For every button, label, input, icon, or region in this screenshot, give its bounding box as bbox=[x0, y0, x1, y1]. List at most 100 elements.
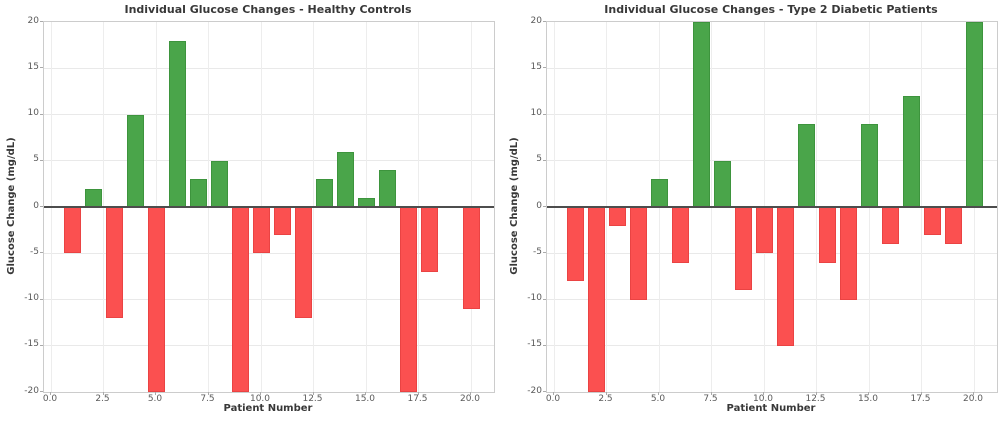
bar-patient-12 bbox=[797, 123, 815, 207]
y-tick-mark bbox=[543, 159, 546, 161]
x-tick-mark bbox=[763, 392, 764, 395]
bar-patient-17 bbox=[902, 96, 920, 207]
bar-patient-10 bbox=[755, 207, 773, 254]
bar-patient-9 bbox=[734, 207, 752, 291]
plot-area bbox=[43, 21, 495, 393]
x-tick-label: 10.0 bbox=[249, 394, 271, 404]
bar-patient-19 bbox=[944, 207, 962, 244]
y-tick-label: 5 bbox=[33, 154, 39, 165]
x-tick-mark bbox=[50, 392, 51, 395]
bar-patient-4 bbox=[126, 114, 144, 207]
y-gridline bbox=[44, 67, 494, 69]
x-tick-mark bbox=[417, 392, 419, 395]
x-tick-label: 2.5 bbox=[598, 394, 613, 404]
zero-line bbox=[547, 206, 997, 208]
bar-patient-2 bbox=[587, 207, 605, 392]
y-tick-label: -20 bbox=[24, 385, 39, 396]
x-tick-mark bbox=[207, 392, 209, 395]
y-gridline bbox=[44, 114, 494, 115]
x-tick-label: 17.5 bbox=[910, 394, 931, 404]
bar-patient-7 bbox=[189, 179, 207, 207]
x-axis-label: Patient Number bbox=[223, 403, 313, 414]
y-tick-mark bbox=[543, 391, 546, 392]
x-tick-label: 10.0 bbox=[752, 394, 774, 404]
x-tick-label: 5.0 bbox=[147, 394, 163, 404]
bar-patient-11 bbox=[273, 207, 291, 235]
x-axis-label: Patient Number bbox=[726, 403, 816, 414]
x-tick-mark bbox=[155, 392, 156, 395]
y-gridline bbox=[44, 299, 494, 300]
y-tick-label: 0 bbox=[536, 200, 542, 211]
y-tick-mark bbox=[40, 252, 43, 254]
y-gridline bbox=[547, 160, 997, 162]
x-tick-mark bbox=[868, 392, 869, 395]
y-tick-mark bbox=[40, 206, 43, 207]
x-tick-label: 7.5 bbox=[703, 394, 718, 404]
x-tick-mark bbox=[553, 392, 554, 395]
y-tick-label: -5 bbox=[30, 246, 39, 257]
y-tick-mark bbox=[543, 344, 546, 346]
x-tick-label: 0.0 bbox=[545, 394, 561, 404]
bar-patient-4 bbox=[629, 207, 647, 300]
y-tick-label: -10 bbox=[527, 293, 542, 303]
x-tick-label: 7.5 bbox=[200, 394, 215, 404]
bar-patient-6 bbox=[168, 40, 186, 207]
y-tick-label: 0 bbox=[33, 200, 39, 211]
bar-patient-17 bbox=[399, 207, 417, 392]
x-tick-label: 17.5 bbox=[407, 394, 428, 404]
bar-patient-8 bbox=[713, 160, 731, 207]
y-gridline bbox=[547, 345, 997, 347]
x-tick-mark bbox=[260, 392, 261, 395]
bar-patient-18 bbox=[923, 207, 941, 235]
x-tick-label: 12.5 bbox=[302, 394, 323, 404]
chart-type2-diabetic-patients: Individual Glucose Changes - Type 2 Diab… bbox=[503, 0, 1006, 424]
x-tick-mark bbox=[102, 392, 104, 395]
x-tick-mark bbox=[710, 392, 712, 395]
y-tick-label: 20 bbox=[27, 15, 39, 26]
bar-patient-6 bbox=[671, 207, 689, 263]
bar-patient-5 bbox=[147, 207, 165, 392]
y-tick-mark bbox=[40, 67, 43, 69]
x-tick-mark bbox=[470, 392, 471, 395]
chart-title: Individual Glucose Changes - Healthy Con… bbox=[124, 3, 412, 16]
y-tick-mark bbox=[40, 113, 43, 115]
bar-patient-5 bbox=[650, 179, 668, 207]
y-tick-label: 10 bbox=[27, 108, 39, 118]
bar-patient-1 bbox=[566, 207, 584, 281]
y-tick-mark bbox=[543, 21, 546, 22]
y-gridline bbox=[547, 299, 997, 300]
bar-patient-2 bbox=[84, 188, 102, 207]
y-tick-label: 20 bbox=[530, 15, 542, 26]
bar-patient-13 bbox=[818, 207, 836, 263]
x-tick-mark bbox=[973, 392, 974, 395]
bar-patient-18 bbox=[420, 207, 438, 272]
y-tick-mark bbox=[40, 21, 43, 22]
x-tick-mark bbox=[365, 392, 366, 395]
y-gridline bbox=[547, 114, 997, 115]
y-gridline bbox=[44, 160, 494, 162]
x-tick-label: 0.0 bbox=[42, 394, 58, 404]
bar-patient-15 bbox=[860, 123, 878, 207]
x-tick-label: 5.0 bbox=[650, 394, 666, 404]
chart-title: Individual Glucose Changes - Type 2 Diab… bbox=[604, 3, 938, 16]
bar-patient-8 bbox=[210, 160, 228, 207]
bar-patient-10 bbox=[252, 207, 270, 254]
y-tick-label: -20 bbox=[527, 385, 542, 396]
y-gridline bbox=[547, 252, 997, 254]
x-tick-mark bbox=[312, 392, 314, 395]
x-tick-mark bbox=[815, 392, 817, 395]
bar-patient-14 bbox=[336, 151, 354, 207]
y-tick-label: 10 bbox=[530, 108, 542, 118]
x-tick-label: 15.0 bbox=[354, 394, 376, 404]
bar-patient-14 bbox=[839, 207, 857, 300]
bar-patient-3 bbox=[105, 207, 123, 318]
y-tick-mark bbox=[40, 159, 43, 161]
y-tick-label: 15 bbox=[27, 61, 39, 72]
x-tick-mark bbox=[658, 392, 659, 395]
y-tick-label: -15 bbox=[527, 339, 542, 350]
y-tick-mark bbox=[543, 252, 546, 254]
bar-patient-20 bbox=[462, 207, 480, 309]
y-tick-mark bbox=[543, 113, 546, 115]
y-gridline bbox=[44, 252, 494, 254]
bar-patient-16 bbox=[881, 207, 899, 244]
